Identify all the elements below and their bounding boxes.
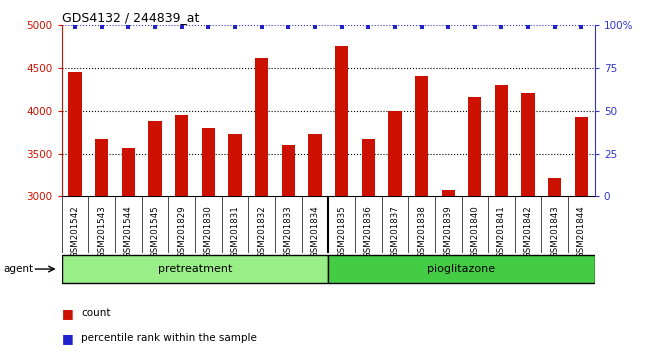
Text: GSM201544: GSM201544 [124, 205, 133, 258]
Bar [202, 128, 215, 196]
Text: GSM201839: GSM201839 [444, 205, 452, 258]
Bar [388, 110, 402, 196]
Text: GSM201843: GSM201843 [551, 205, 559, 258]
Text: GSM201833: GSM201833 [284, 205, 292, 258]
Text: ■: ■ [62, 332, 73, 344]
Text: GSM201835: GSM201835 [337, 205, 346, 258]
Text: GSM201832: GSM201832 [257, 205, 266, 258]
Text: pretreatment: pretreatment [158, 264, 232, 274]
Text: GSM201831: GSM201831 [231, 205, 239, 258]
Text: GSM201829: GSM201829 [177, 205, 186, 258]
Bar [281, 145, 295, 196]
Bar [68, 72, 82, 196]
Text: GSM201545: GSM201545 [151, 205, 159, 258]
Text: GSM201543: GSM201543 [98, 205, 106, 258]
Text: GSM201837: GSM201837 [391, 205, 399, 258]
Text: count: count [81, 308, 110, 318]
Bar [521, 93, 535, 196]
Bar [415, 76, 428, 196]
Bar [468, 97, 482, 196]
Bar [228, 134, 242, 196]
Text: GSM201842: GSM201842 [524, 205, 532, 258]
Bar [308, 134, 322, 196]
Bar [335, 46, 348, 196]
Bar [328, 255, 595, 283]
Text: GSM201836: GSM201836 [364, 205, 372, 258]
Text: GSM201542: GSM201542 [71, 205, 79, 258]
Bar [361, 139, 375, 196]
Text: GSM201838: GSM201838 [417, 205, 426, 258]
Bar [548, 178, 562, 196]
Bar [122, 148, 135, 196]
Text: GSM201830: GSM201830 [204, 205, 213, 258]
Text: ■: ■ [62, 307, 73, 320]
Text: GSM201841: GSM201841 [497, 205, 506, 258]
Bar [575, 116, 588, 196]
Bar [495, 85, 508, 196]
Text: pioglitazone: pioglitazone [428, 264, 495, 274]
Bar [441, 190, 455, 196]
Bar [175, 115, 188, 196]
Bar [148, 121, 162, 196]
Text: percentile rank within the sample: percentile rank within the sample [81, 333, 257, 343]
Text: GDS4132 / 244839_at: GDS4132 / 244839_at [62, 11, 199, 24]
Text: GSM201840: GSM201840 [471, 205, 479, 258]
Text: GSM201844: GSM201844 [577, 205, 586, 258]
Bar [255, 58, 268, 196]
Text: GSM201834: GSM201834 [311, 205, 319, 258]
Bar [95, 139, 109, 196]
Bar [62, 255, 328, 283]
Text: agent: agent [3, 264, 33, 274]
